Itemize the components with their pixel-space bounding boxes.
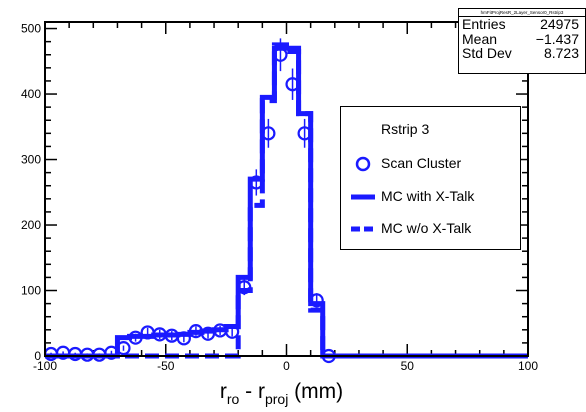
y-tick-label: 200 bbox=[21, 218, 41, 232]
stats-row-stddev: Std Dev 8.723 bbox=[459, 46, 585, 61]
open-circle-icon bbox=[355, 156, 371, 172]
legend-item-mc-without-xtalk: MC w/o X-Talk bbox=[341, 218, 520, 240]
scan-cluster-point bbox=[128, 330, 143, 345]
x-tick-label: 0 bbox=[283, 359, 290, 373]
y-tick-label: 100 bbox=[21, 284, 41, 298]
scan-cluster-point bbox=[261, 126, 276, 141]
xlabel-unit: (mm) bbox=[288, 380, 343, 403]
solid-line-icon bbox=[351, 194, 375, 200]
scan-cluster-point bbox=[176, 331, 191, 346]
legend-label: MC w/o X-Talk bbox=[381, 220, 472, 236]
scan-cluster-point bbox=[225, 324, 240, 339]
stats-label: Std Dev bbox=[462, 45, 512, 61]
scan-cluster-point bbox=[104, 345, 119, 360]
legend-label: Scan Cluster bbox=[381, 155, 462, 171]
x-tick-label: -100 bbox=[33, 359, 57, 373]
xlabel-sub-a: ro bbox=[227, 391, 240, 407]
stats-row-entries: Entries 24975 bbox=[459, 17, 585, 32]
tick-labels: -100 -50 0 50 100 0 100 200 300 400 500 bbox=[21, 22, 538, 373]
xlabel-part-a: r bbox=[220, 380, 227, 403]
dashed-line-icon bbox=[351, 226, 375, 232]
scan-cluster-point bbox=[116, 341, 131, 356]
stats-label: Entries bbox=[462, 16, 506, 32]
legend-header: Rstrip 3 bbox=[381, 121, 430, 137]
legend-item-scan-cluster: Scan Cluster bbox=[341, 153, 520, 175]
y-tick-label: 300 bbox=[21, 153, 41, 167]
scan-cluster-point bbox=[285, 77, 300, 92]
scan-cluster-point bbox=[273, 47, 288, 62]
x-tick-label: -50 bbox=[157, 359, 175, 373]
x-axis-label: rro - rproj (mm) bbox=[220, 380, 343, 407]
stats-value: 8.723 bbox=[543, 45, 579, 61]
legend: Rstrip 3 Scan Cluster MC with X-Talk MC … bbox=[340, 106, 521, 250]
y-tick-label: 0 bbox=[34, 349, 41, 363]
stats-box: hmFitProjResR_2Layer_Sensor0_Rstrip3 Ent… bbox=[458, 8, 586, 74]
scan-cluster-point bbox=[297, 126, 312, 141]
stats-row-mean: Mean −1.437 bbox=[459, 30, 585, 47]
y-tick-label: 400 bbox=[21, 87, 41, 101]
scan-cluster-point bbox=[309, 293, 324, 308]
stats-value: 24975 bbox=[540, 16, 579, 32]
scan-cluster-point bbox=[237, 280, 252, 295]
stats-title: hmFitProjResR_2Layer_Sensor0_Rstrip3 bbox=[459, 9, 585, 17]
plot-frame bbox=[44, 21, 529, 357]
legend-item-mc-with-xtalk: MC with X-Talk bbox=[341, 186, 520, 208]
x-tick-label: 100 bbox=[518, 359, 538, 373]
x-tick-label: 50 bbox=[401, 359, 415, 373]
stats-value: −1.437 bbox=[535, 30, 579, 47]
xlabel-sub-b: proj bbox=[265, 391, 288, 407]
xlabel-mid: - r bbox=[239, 380, 265, 403]
scan-cluster-point bbox=[249, 175, 264, 190]
legend-label: MC with X-Talk bbox=[381, 188, 475, 204]
y-tick-label: 500 bbox=[21, 22, 41, 36]
stats-label: Mean bbox=[462, 30, 498, 47]
